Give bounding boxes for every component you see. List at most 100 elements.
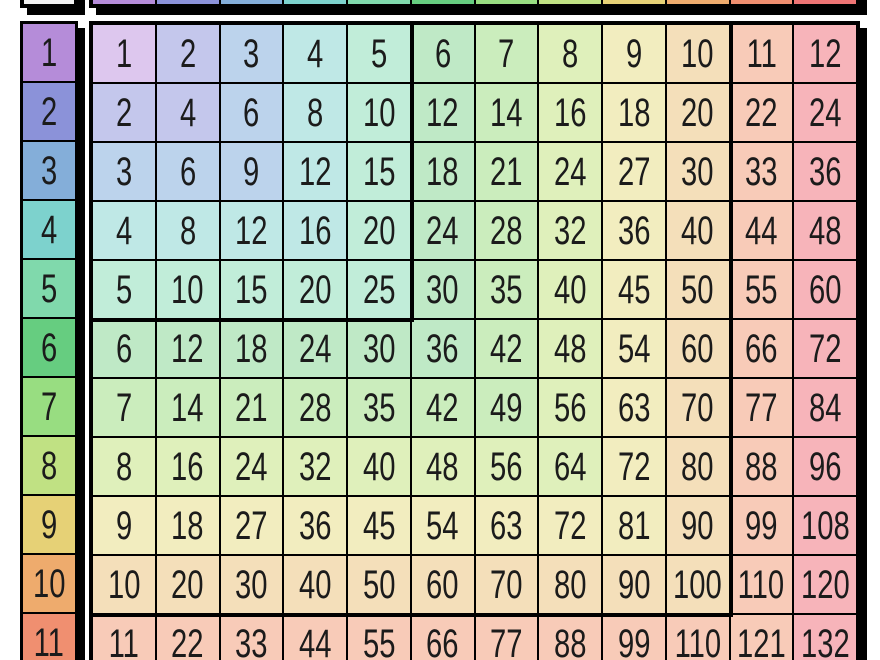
cell-value: 20 xyxy=(298,267,332,312)
product-cell: 18 xyxy=(220,320,283,377)
cell-value: 60 xyxy=(808,267,842,312)
product-cell: 88 xyxy=(539,615,601,660)
product-cell: 70 xyxy=(666,379,729,436)
cell-value: 99 xyxy=(745,503,778,548)
product-cell: 8 xyxy=(156,202,219,259)
product-cell: 110 xyxy=(666,615,729,660)
product-cell: 9 xyxy=(93,497,155,554)
product-cell: 60 xyxy=(794,261,856,318)
row-header-cell: 10 xyxy=(23,555,75,612)
product-cell: 45 xyxy=(603,261,665,318)
product-cell: 7 xyxy=(475,25,538,82)
cell-value: 30 xyxy=(362,326,396,371)
product-cell: 10 xyxy=(93,556,155,613)
cell-value: 32 xyxy=(298,444,332,489)
cell-value: 12 xyxy=(235,208,268,253)
cell-value: 7 xyxy=(40,384,58,429)
cell-value: 22 xyxy=(745,90,778,135)
cell-value: 18 xyxy=(617,90,651,135)
product-cell: 80 xyxy=(539,556,601,613)
cell-value: 54 xyxy=(426,503,459,548)
cell-value: 20 xyxy=(362,208,396,253)
product-cell: 81 xyxy=(603,497,665,554)
cell-value: 10 xyxy=(681,31,714,76)
cell-value: 16 xyxy=(298,208,332,253)
cell-value: 14 xyxy=(171,385,204,430)
cell-value: 70 xyxy=(490,562,523,607)
cell-value: 108 xyxy=(800,503,850,548)
cell-value: 16 xyxy=(553,90,587,135)
cell-value: 30 xyxy=(235,562,268,607)
cell-value: 11 xyxy=(746,31,777,76)
cell-value: 55 xyxy=(745,267,778,312)
product-cell: 77 xyxy=(475,615,538,660)
cell-value: 1 xyxy=(40,30,58,75)
cell-value: 5 xyxy=(115,267,132,312)
product-cell: 44 xyxy=(730,202,793,259)
cell-value: 6 xyxy=(40,325,58,370)
cell-value: 8 xyxy=(179,208,196,253)
product-cell: 12 xyxy=(156,320,219,377)
cell-value: 72 xyxy=(617,444,651,489)
cell-value: 80 xyxy=(681,444,714,489)
product-cell: 25 xyxy=(348,261,410,318)
product-cell: 60 xyxy=(411,556,474,613)
cell-value: 56 xyxy=(490,444,523,489)
cell-value: 110 xyxy=(674,621,721,660)
column-header-cell xyxy=(220,0,283,4)
cell-value: 6 xyxy=(243,90,260,135)
cell-value: 45 xyxy=(362,503,396,548)
column-header-cell xyxy=(348,0,410,4)
cell-value: 11 xyxy=(33,620,65,660)
product-cell: 12 xyxy=(220,202,283,259)
cell-value: 72 xyxy=(553,503,587,548)
product-cell: 110 xyxy=(730,556,793,613)
row-header-cell: 1 xyxy=(23,24,75,81)
cell-value: 99 xyxy=(617,621,651,660)
products-grid-wrap: 1 2 3 4 5 6 7 8 9 10 11 12 2 4 6 8 10 12 14 16 18 20 22 24 3 6 9 12… xyxy=(89,21,860,660)
cell-value: 56 xyxy=(553,385,587,430)
product-cell: 11 xyxy=(730,25,793,82)
cell-value: 2 xyxy=(179,31,196,76)
cell-value: 63 xyxy=(617,385,651,430)
product-cell: 16 xyxy=(156,438,219,495)
column-header-cell xyxy=(539,0,601,4)
row-header-cell: 6 xyxy=(23,319,75,376)
product-cell: 6 xyxy=(220,84,283,141)
product-cell: 20 xyxy=(666,84,729,141)
cell-value: 25 xyxy=(362,267,396,312)
cell-value: 8 xyxy=(562,31,579,76)
cell-value: 24 xyxy=(426,208,459,253)
product-cell: 33 xyxy=(730,143,793,200)
cell-value: 50 xyxy=(362,562,396,607)
product-cell: 56 xyxy=(475,438,538,495)
product-cell: 10 xyxy=(156,261,219,318)
product-cell: 80 xyxy=(666,438,729,495)
product-cell: 2 xyxy=(93,84,155,141)
cell-value: 2 xyxy=(40,89,58,134)
cell-value: 30 xyxy=(426,267,459,312)
product-cell: 50 xyxy=(666,261,729,318)
cell-value: 24 xyxy=(553,149,587,194)
cell-value: 49 xyxy=(490,385,523,430)
product-cell: 33 xyxy=(220,615,283,660)
column-header-cell xyxy=(156,0,219,4)
product-cell: 22 xyxy=(730,84,793,141)
product-cell: 30 xyxy=(666,143,729,200)
cell-value: 48 xyxy=(553,326,587,371)
cell-value: 4 xyxy=(179,90,196,135)
cell-value: 4 xyxy=(40,207,58,252)
product-cell: 21 xyxy=(475,143,538,200)
product-cell: 24 xyxy=(220,438,283,495)
product-cell: 60 xyxy=(666,320,729,377)
cell-value: 88 xyxy=(553,621,587,660)
product-cell: 32 xyxy=(284,438,346,495)
column-header-cell xyxy=(284,0,346,4)
column-header-cell xyxy=(93,0,155,4)
cell-value: 9 xyxy=(243,149,260,194)
product-cell: 30 xyxy=(411,261,474,318)
cell-value: 63 xyxy=(490,503,523,548)
product-cell: 12 xyxy=(411,84,474,141)
product-cell: 8 xyxy=(284,84,346,141)
product-cell: 30 xyxy=(220,556,283,613)
